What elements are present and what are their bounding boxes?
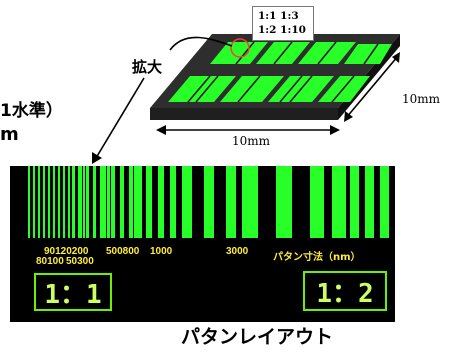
dim-arrow-diagonal <box>345 55 399 119</box>
barcode-line <box>350 166 359 238</box>
scale-value: 1000 <box>150 246 173 257</box>
barcode-line <box>380 166 389 238</box>
barcode-line <box>204 166 214 238</box>
barcode-line <box>134 166 140 238</box>
barcode-line <box>93 166 96 238</box>
barcode-line <box>83 166 85 238</box>
cut-off-heading-line2: m <box>0 124 19 145</box>
pattern-block <box>168 76 236 102</box>
barcode-line <box>28 166 30 238</box>
cut-off-heading-line1: 1水準） <box>0 101 63 121</box>
barcode-line <box>120 166 124 238</box>
barcode-line <box>43 166 45 238</box>
barcode-lines <box>28 166 389 238</box>
barcode-line <box>182 166 192 238</box>
pattern-size-caption: パタン寸法（nm） <box>273 252 361 263</box>
barcode-line <box>146 166 152 238</box>
barcode-line <box>158 166 164 238</box>
barcode-line <box>107 166 110 238</box>
scale-value: 3000 <box>226 246 249 257</box>
barcode-line <box>365 166 374 238</box>
barcode-line <box>68 166 70 238</box>
enlarge-arrow <box>95 77 145 159</box>
barcode-line <box>72 166 75 238</box>
enlarge-label: 拡大 <box>132 58 163 76</box>
barcode-line <box>242 166 258 238</box>
magnify-circle <box>230 38 250 58</box>
dimension-horizontal: 10mm <box>232 134 271 148</box>
barcode-line <box>100 166 103 238</box>
barcode-line <box>129 166 133 238</box>
barcode-line <box>226 166 236 238</box>
enlarge-arrowhead <box>92 152 102 164</box>
pattern-block <box>210 42 268 64</box>
barcode-line <box>33 166 35 238</box>
callout-line-1: 1:1 1:3 <box>258 10 299 22</box>
barcode-line <box>58 166 60 238</box>
callout-line-2: 1:2 1:10 <box>258 24 306 36</box>
barcode-line <box>332 166 346 238</box>
barcode-line <box>102 166 106 238</box>
scale-value: 80100 <box>36 256 64 267</box>
barcode-pattern-panel: 90120200 500800 1000 3000 80100 50300 パタ… <box>10 166 395 322</box>
barcode-line <box>53 166 55 238</box>
callout-curve <box>169 36 233 51</box>
barcode-line <box>38 166 40 238</box>
barcode-line <box>63 166 65 238</box>
scale-value: 500800 <box>106 246 140 257</box>
barcode-line <box>111 166 115 238</box>
ratio-callout: 1:1 1:3 1:2 1:10 <box>252 6 314 41</box>
pattern-stripes <box>187 41 379 103</box>
scale-value: 90120200 <box>44 246 89 257</box>
scale-value: 50300 <box>66 256 94 267</box>
ratio-box-1-1: 1：1 <box>34 273 112 311</box>
ratio-box-1-2: 1：2 <box>303 271 387 311</box>
barcode-line <box>170 166 176 238</box>
barcode-line <box>276 166 292 238</box>
barcode-line <box>310 166 324 238</box>
dimension-vertical: 10mm <box>402 92 441 106</box>
pattern-block <box>344 44 392 64</box>
pattern-layout-title: パタンレイアウト <box>180 326 333 348</box>
barcode-line <box>86 166 89 238</box>
barcode-line <box>79 166 82 238</box>
barcode-line <box>48 166 50 238</box>
chip-front-face <box>150 108 338 120</box>
pattern-block <box>220 76 284 102</box>
